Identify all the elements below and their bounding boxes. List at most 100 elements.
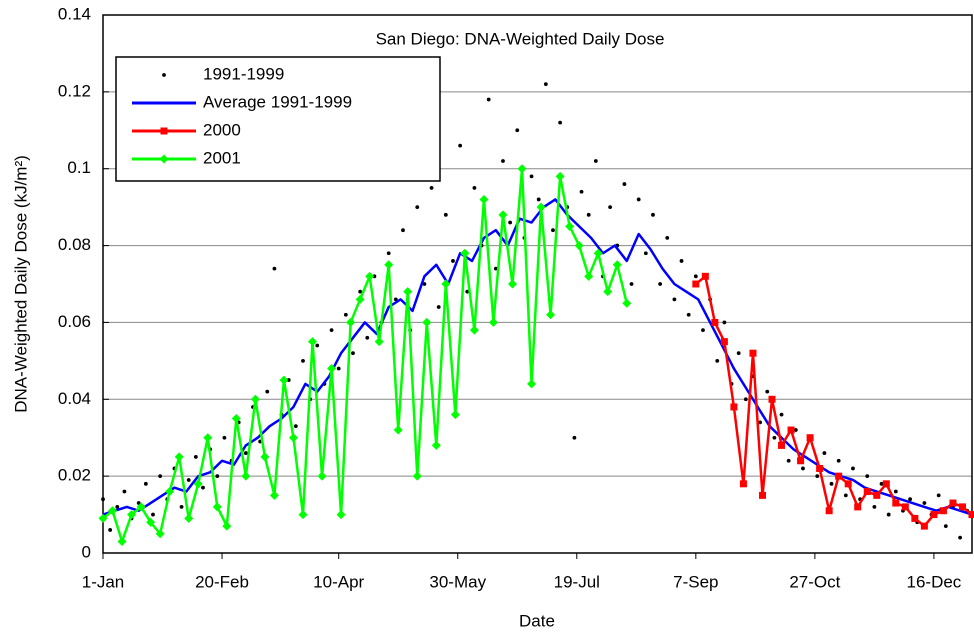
point bbox=[358, 289, 363, 294]
point bbox=[779, 412, 784, 417]
point bbox=[465, 289, 470, 294]
point bbox=[243, 451, 248, 455]
point bbox=[854, 503, 862, 511]
point bbox=[749, 349, 757, 357]
point bbox=[822, 451, 827, 455]
point bbox=[636, 197, 641, 202]
legend: 1991-1999 Average 1991-1999 2000 2001 bbox=[115, 56, 441, 182]
point bbox=[460, 248, 470, 258]
point bbox=[250, 394, 260, 404]
legend-box bbox=[115, 56, 441, 182]
point bbox=[739, 480, 747, 488]
x-tick-label: 20-Feb bbox=[195, 572, 249, 591]
point bbox=[193, 479, 203, 489]
point bbox=[115, 504, 120, 509]
point bbox=[743, 397, 748, 402]
legend-label: 1991-1999 bbox=[203, 64, 284, 83]
point bbox=[622, 298, 632, 308]
point bbox=[158, 474, 163, 479]
point bbox=[222, 435, 227, 440]
point bbox=[958, 503, 966, 511]
legend-label: 2001 bbox=[203, 148, 241, 167]
point bbox=[836, 458, 841, 463]
point bbox=[184, 513, 194, 523]
point bbox=[472, 186, 477, 190]
point bbox=[730, 403, 738, 411]
point bbox=[574, 241, 584, 251]
point bbox=[865, 474, 870, 479]
point bbox=[222, 521, 232, 531]
point bbox=[579, 189, 584, 194]
point bbox=[372, 274, 377, 279]
point bbox=[365, 271, 375, 281]
point bbox=[493, 266, 498, 271]
point bbox=[498, 210, 508, 220]
point bbox=[765, 389, 770, 394]
point bbox=[793, 428, 798, 432]
point bbox=[269, 490, 279, 500]
point bbox=[622, 182, 627, 186]
legend-marker bbox=[160, 127, 168, 135]
point bbox=[939, 507, 947, 515]
point bbox=[272, 266, 277, 271]
point bbox=[386, 251, 391, 256]
point bbox=[863, 488, 871, 496]
plot-area: 0 0.02 0.04 0.06 0.08 0.1 0.12 0.14 1-Jan 20-Feb 1… bbox=[58, 4, 974, 591]
point bbox=[786, 458, 791, 463]
point bbox=[488, 317, 498, 327]
legend-label: 2000 bbox=[203, 120, 241, 139]
point bbox=[315, 343, 320, 348]
point bbox=[943, 524, 948, 528]
point bbox=[355, 294, 365, 304]
point bbox=[768, 395, 776, 403]
point bbox=[701, 328, 705, 333]
point bbox=[288, 433, 298, 443]
point bbox=[851, 466, 855, 471]
point bbox=[778, 441, 786, 449]
point bbox=[643, 251, 648, 256]
point bbox=[825, 507, 833, 515]
point bbox=[193, 455, 198, 459]
point bbox=[450, 410, 460, 420]
x-tick-label: 16-Dec bbox=[907, 572, 962, 591]
point bbox=[215, 474, 220, 479]
point bbox=[98, 513, 108, 523]
point bbox=[593, 159, 598, 163]
point bbox=[412, 471, 422, 481]
point bbox=[127, 510, 137, 520]
point bbox=[758, 420, 763, 425]
point bbox=[151, 512, 155, 517]
legend-marker bbox=[162, 73, 166, 77]
legend-marker bbox=[159, 154, 169, 164]
point bbox=[508, 279, 518, 289]
point bbox=[203, 433, 213, 443]
x-tick-label: 19-Jul bbox=[554, 572, 600, 591]
point bbox=[501, 159, 505, 163]
point bbox=[829, 481, 834, 486]
chart-title: San Diego: DNA-Weighted Daily Dose bbox=[376, 29, 665, 48]
point bbox=[882, 480, 890, 488]
point bbox=[101, 497, 105, 502]
point bbox=[179, 504, 184, 509]
point bbox=[143, 481, 148, 486]
point bbox=[346, 317, 356, 327]
point bbox=[911, 514, 919, 522]
series-line bbox=[102, 198, 973, 516]
point bbox=[201, 485, 205, 490]
x-tick-label: 10-Apr bbox=[313, 572, 364, 591]
point bbox=[801, 466, 805, 471]
plot-frame bbox=[102, 14, 973, 554]
point bbox=[336, 366, 341, 371]
y-tick-label: 0.06 bbox=[58, 312, 91, 331]
point bbox=[629, 282, 634, 286]
point bbox=[351, 351, 355, 356]
point bbox=[558, 120, 563, 125]
point bbox=[293, 424, 298, 429]
point bbox=[693, 274, 698, 279]
point bbox=[403, 287, 413, 297]
point bbox=[279, 375, 289, 385]
point bbox=[879, 481, 884, 486]
y-axis-label: DNA-Weighted Daily Dose (kJ/m²) bbox=[11, 155, 30, 413]
point bbox=[374, 337, 384, 347]
point bbox=[701, 272, 709, 280]
